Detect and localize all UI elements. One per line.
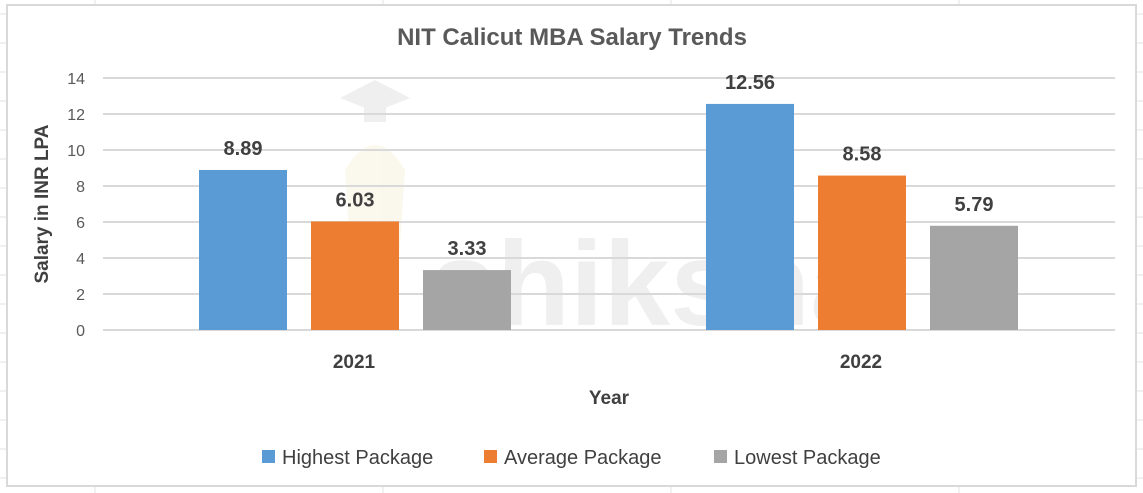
y-tick-label: 12: [67, 107, 85, 124]
legend-entry[interactable]: Average Package: [504, 447, 662, 469]
legend-swatch: [484, 450, 497, 463]
bar-lowest-package-2022[interactable]: [930, 225, 1018, 330]
y-tick-label: 14: [67, 71, 85, 88]
bar-series: 8.89 6.03 3.33 12.56 8.58 5.79: [199, 72, 1018, 330]
bar-lowest-package-2021[interactable]: [423, 270, 511, 330]
bar-average-package-2022[interactable]: [818, 175, 906, 330]
legend-swatch: [262, 450, 275, 463]
data-label: 6.03: [336, 189, 375, 211]
data-label: 3.33: [448, 238, 487, 260]
y-tick-label: 4: [76, 251, 85, 268]
chart-title: NIT Calicut MBA Salary Trends: [397, 24, 747, 51]
legend-swatch: [714, 450, 727, 463]
y-tick-label: 0: [76, 323, 85, 340]
y-tick-label: 2: [76, 287, 85, 304]
data-label: 8.58: [843, 144, 882, 166]
legend: Highest Package Average Package Lowest Pac…: [262, 447, 881, 469]
x-category-label: 2021: [333, 352, 376, 373]
graduation-cap-icon: [340, 80, 410, 112]
bar-highest-package-2021[interactable]: [199, 169, 287, 330]
bar-average-package-2021[interactable]: [311, 221, 399, 330]
data-label: 8.89: [224, 138, 263, 160]
x-axis-categories: 2021 2022: [333, 352, 882, 373]
y-axis-title: Salary in INR LPA: [32, 124, 53, 283]
x-axis-title: Year: [589, 388, 630, 409]
y-axis-ticks: 0 2 4 6 8 10 12 14: [67, 71, 85, 340]
y-tick-label: 8: [76, 179, 85, 196]
data-label: 5.79: [955, 194, 994, 216]
y-tick-label: 6: [76, 215, 85, 232]
legend-entry[interactable]: Highest Package: [282, 447, 433, 469]
data-label: 12.56: [725, 72, 775, 94]
shiksha-watermark: shiksha: [340, 80, 878, 351]
y-tick-label: 10: [67, 143, 85, 160]
legend-entry[interactable]: Lowest Package: [734, 447, 881, 469]
bar-highest-package-2022[interactable]: [706, 103, 794, 330]
watermark-shape: [364, 100, 386, 122]
x-category-label: 2022: [840, 352, 882, 373]
